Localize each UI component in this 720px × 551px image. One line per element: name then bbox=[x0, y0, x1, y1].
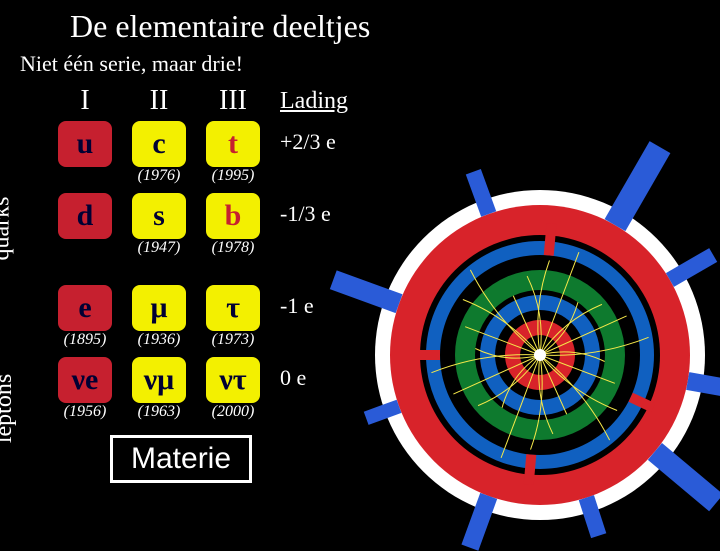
particle-e: e bbox=[58, 285, 112, 331]
row-neutrino: νe νμ ντ 0 e bbox=[50, 353, 380, 403]
year-e: (1895) bbox=[50, 331, 120, 353]
year-mu: (1936) bbox=[124, 331, 194, 353]
years-up: (1976) (1995) bbox=[50, 167, 380, 189]
years-electron: (1895) (1936) (1973) bbox=[50, 331, 380, 353]
particle-table: quarks leptons I II III Lading u c t +2/… bbox=[0, 85, 380, 483]
column-headers: I II III Lading bbox=[50, 85, 380, 117]
col-2: II bbox=[124, 85, 194, 117]
year-ne: (1956) bbox=[50, 403, 120, 425]
particle-nt: ντ bbox=[206, 357, 260, 403]
row-up: u c t +2/3 e bbox=[50, 117, 380, 167]
particle-d: d bbox=[58, 193, 112, 239]
year-nt: (2000) bbox=[198, 403, 268, 425]
label-leptons: leptons bbox=[0, 374, 18, 443]
year-nm: (1963) bbox=[124, 403, 194, 425]
particle-u: u bbox=[58, 121, 112, 167]
year-t: (1995) bbox=[198, 167, 268, 189]
page-title: De elementaire deeltjes bbox=[0, 0, 720, 49]
col-3: III bbox=[198, 85, 268, 117]
particle-tau: τ bbox=[206, 285, 260, 331]
year-tau: (1973) bbox=[198, 331, 268, 353]
detector-graphic bbox=[370, 185, 710, 525]
content: quarks leptons I II III Lading u c t +2/… bbox=[0, 85, 720, 483]
label-quarks: quarks bbox=[0, 197, 15, 261]
years-neutrino: (1956) (1963) (2000) bbox=[50, 403, 380, 425]
particle-c: c bbox=[132, 121, 186, 167]
col-1: I bbox=[50, 85, 120, 117]
materie-label: Materie bbox=[110, 435, 252, 483]
subtitle: Niet één serie, maar drie! bbox=[0, 49, 720, 85]
charge-up: +2/3 e bbox=[272, 129, 392, 155]
col-charge: Lading bbox=[272, 88, 392, 115]
particle-nm: νμ bbox=[132, 357, 186, 403]
year-b: (1978) bbox=[198, 239, 268, 261]
particle-b: b bbox=[206, 193, 260, 239]
year-s: (1947) bbox=[124, 239, 194, 261]
particle-mu: μ bbox=[132, 285, 186, 331]
particle-s: s bbox=[132, 193, 186, 239]
particle-ne: νe bbox=[58, 357, 112, 403]
year-c: (1976) bbox=[124, 167, 194, 189]
years-down: (1947) (1978) bbox=[50, 239, 380, 261]
particle-t: t bbox=[206, 121, 260, 167]
row-down: d s b -1/3 e bbox=[50, 189, 380, 239]
